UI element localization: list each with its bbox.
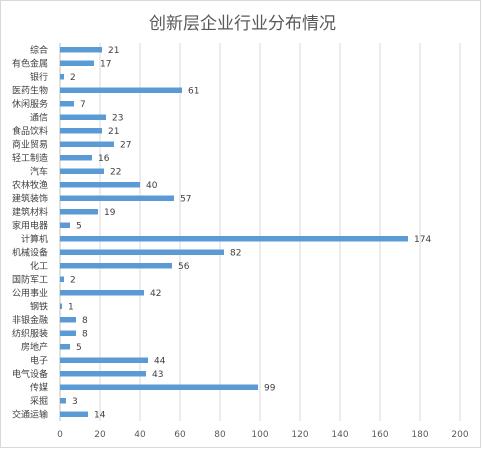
data-label: 17 <box>100 59 111 69</box>
category-label: 家用电器 <box>12 219 48 231</box>
data-label: 21 <box>108 46 119 56</box>
data-label: 27 <box>120 140 131 150</box>
bar <box>60 101 74 107</box>
category-label: 有色金属 <box>12 57 48 69</box>
category-label: 机械设备 <box>12 246 48 258</box>
data-label: 5 <box>76 221 82 231</box>
bar <box>60 357 148 363</box>
category-label: 非银金融 <box>12 314 48 326</box>
data-label: 42 <box>150 289 161 299</box>
data-label: 16 <box>98 154 110 164</box>
bar <box>60 222 70 228</box>
category-label: 纺织服装 <box>12 327 48 339</box>
data-label: 19 <box>104 208 116 218</box>
data-label: 1 <box>68 302 74 312</box>
data-label: 174 <box>414 235 431 245</box>
bar <box>60 87 182 93</box>
category-label: 传媒 <box>30 381 48 393</box>
data-label: 43 <box>152 370 163 380</box>
data-label: 21 <box>108 127 119 137</box>
bar <box>60 276 64 282</box>
category-label: 采掘 <box>30 395 48 407</box>
data-label: 82 <box>230 248 241 258</box>
data-label: 2 <box>70 73 76 83</box>
bar <box>60 344 70 350</box>
category-label: 电子 <box>30 354 48 366</box>
data-label: 8 <box>82 329 88 339</box>
x-tick-label: 60 <box>174 430 186 440</box>
data-label: 57 <box>180 194 191 204</box>
category-label: 国防军工 <box>12 273 48 285</box>
category-label: 建筑装饰 <box>12 192 48 204</box>
bar <box>60 371 146 377</box>
x-tick-label: 120 <box>291 430 308 440</box>
bar <box>60 330 76 336</box>
x-tick-label: 0 <box>57 430 63 440</box>
x-tick-label: 140 <box>331 430 348 440</box>
category-label: 银行 <box>30 71 48 83</box>
data-label: 2 <box>70 275 76 285</box>
data-label: 23 <box>112 113 123 123</box>
category-label: 计算机 <box>21 233 48 245</box>
category-label: 汽车 <box>30 165 48 177</box>
category-label: 医药生物 <box>12 84 48 96</box>
bar <box>60 168 104 174</box>
data-label: 44 <box>154 356 166 366</box>
bar <box>60 74 64 80</box>
category-label: 休闲服务 <box>12 98 48 110</box>
category-label: 电气设备 <box>12 368 48 380</box>
bar <box>60 249 224 255</box>
bar <box>60 384 258 390</box>
category-label: 轻工制造 <box>12 152 48 164</box>
x-tick-label: 180 <box>411 430 428 440</box>
bar <box>60 236 408 242</box>
data-label: 99 <box>264 383 276 393</box>
category-label: 建筑材料 <box>12 206 48 218</box>
x-tick-label: 160 <box>371 430 388 440</box>
data-label: 8 <box>82 316 88 326</box>
bar <box>60 155 92 161</box>
bar <box>60 209 98 215</box>
category-label: 钢铁 <box>30 300 48 312</box>
bar <box>60 128 102 134</box>
data-label: 3 <box>72 397 78 407</box>
x-tick-label: 40 <box>134 430 146 440</box>
category-label: 综合 <box>30 44 48 56</box>
data-label: 22 <box>110 167 121 177</box>
x-tick-label: 20 <box>94 430 106 440</box>
bar <box>60 182 140 188</box>
bar <box>60 195 174 201</box>
chart-title: 创新层企业行业分布情况 <box>149 14 336 34</box>
data-label: 14 <box>94 410 106 420</box>
bar <box>60 263 172 269</box>
x-tick-label: 200 <box>451 430 468 440</box>
category-label: 农林牧渔 <box>12 179 48 191</box>
category-label: 通信 <box>30 111 48 123</box>
category-label: 交通运输 <box>12 408 48 420</box>
category-label: 公用事业 <box>12 287 48 299</box>
x-tick-label: 100 <box>251 430 268 440</box>
category-label: 商业贸易 <box>12 138 48 150</box>
bar <box>60 47 102 53</box>
bar <box>60 114 106 120</box>
category-label: 房地产 <box>21 341 48 353</box>
bar <box>60 303 62 309</box>
category-label: 化工 <box>30 260 48 272</box>
data-label: 7 <box>80 100 86 110</box>
data-label: 56 <box>178 262 190 272</box>
data-label: 61 <box>188 86 199 96</box>
bar <box>60 60 94 66</box>
bar <box>60 411 88 417</box>
data-label: 5 <box>76 343 82 353</box>
category-label: 食品饮料 <box>12 125 48 137</box>
x-tick-label: 80 <box>214 430 226 440</box>
bar <box>60 141 114 147</box>
bar <box>60 398 66 404</box>
data-label: 40 <box>146 181 158 191</box>
bar <box>60 290 144 296</box>
bar <box>60 317 76 323</box>
